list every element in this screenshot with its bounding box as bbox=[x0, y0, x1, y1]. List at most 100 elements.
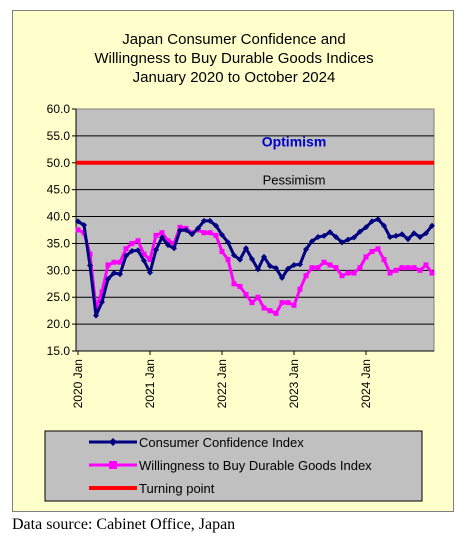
data-point-confidence bbox=[249, 256, 255, 263]
data-point-confidence bbox=[87, 262, 93, 269]
data-point-willingness bbox=[165, 238, 171, 244]
data-point-willingness bbox=[237, 283, 243, 289]
data-point-confidence bbox=[165, 242, 171, 249]
data-point-confidence bbox=[399, 231, 405, 238]
data-point-willingness bbox=[117, 259, 123, 265]
data-point-willingness bbox=[141, 251, 147, 257]
data-point-confidence bbox=[387, 233, 393, 240]
chart: Japan Consumer Confidence and Willingnes… bbox=[44, 31, 435, 502]
data-point-willingness bbox=[225, 257, 231, 263]
data-point-willingness bbox=[201, 230, 207, 236]
data-point-willingness bbox=[309, 265, 315, 271]
legend-label-confidence: Consumer Confidence Index bbox=[139, 435, 304, 450]
data-point-confidence bbox=[189, 231, 195, 238]
data-point-willingness bbox=[327, 262, 333, 268]
data-point-confidence bbox=[117, 271, 123, 278]
data-point-willingness bbox=[177, 224, 183, 230]
data-point-confidence bbox=[177, 227, 183, 234]
data-point-willingness bbox=[267, 308, 273, 314]
data-point-willingness bbox=[207, 230, 213, 236]
data-point-confidence bbox=[417, 233, 423, 240]
data-point-confidence bbox=[297, 261, 303, 268]
data-point-willingness bbox=[393, 267, 399, 273]
data-point-willingness bbox=[135, 238, 141, 244]
data-point-willingness bbox=[363, 254, 369, 260]
annotations: Optimism Pessimism bbox=[262, 134, 327, 188]
data-point-confidence bbox=[213, 222, 219, 229]
plot-area bbox=[75, 108, 435, 352]
data-point-willingness bbox=[405, 265, 411, 271]
data-point-willingness bbox=[231, 281, 237, 287]
y-tick-label: 45.0 bbox=[47, 183, 71, 197]
data-point-willingness bbox=[153, 232, 159, 238]
data-point-confidence bbox=[405, 236, 411, 243]
legend-label-turning: Turning point bbox=[139, 481, 215, 496]
data-point-confidence bbox=[429, 222, 435, 229]
data-point-willingness bbox=[369, 249, 375, 255]
data-point-confidence bbox=[207, 217, 213, 224]
data-point-confidence bbox=[183, 227, 189, 233]
data-point-confidence bbox=[243, 245, 249, 252]
data-point-willingness bbox=[423, 262, 429, 268]
chart-frame: Japan Consumer Confidence and Willingnes… bbox=[12, 10, 454, 512]
y-tick-label: 50.0 bbox=[47, 156, 71, 170]
data-point-willingness bbox=[297, 286, 303, 292]
data-point-confidence bbox=[393, 232, 399, 239]
data-point-willingness bbox=[375, 246, 381, 252]
data-point-confidence bbox=[339, 239, 345, 246]
data-point-willingness bbox=[387, 270, 393, 276]
data-point-confidence bbox=[159, 234, 165, 241]
data-point-confidence bbox=[423, 230, 429, 237]
data-point-confidence bbox=[255, 266, 261, 273]
y-tick-label: 20.0 bbox=[47, 317, 71, 331]
data-point-confidence bbox=[267, 263, 273, 270]
data-point-confidence bbox=[291, 261, 297, 268]
data-point-willingness bbox=[255, 294, 261, 300]
data-point-confidence bbox=[75, 218, 81, 225]
data-point-willingness bbox=[243, 292, 249, 298]
data-point-confidence bbox=[111, 270, 117, 277]
legend: Consumer Confidence Index Willingness to… bbox=[44, 430, 423, 502]
data-point-willingness bbox=[399, 265, 405, 271]
data-point-confidence bbox=[363, 224, 369, 231]
data-point-confidence bbox=[315, 233, 321, 240]
data-point-confidence bbox=[135, 247, 141, 254]
data-point-willingness bbox=[129, 240, 135, 246]
legend-marker-willingness bbox=[109, 461, 117, 469]
data-point-confidence bbox=[105, 275, 111, 282]
chart-title: Japan Consumer Confidence and Willingnes… bbox=[94, 31, 373, 86]
data-point-willingness bbox=[171, 240, 177, 246]
data-point-confidence bbox=[411, 230, 417, 237]
data-point-willingness bbox=[123, 246, 129, 252]
y-axis: 15.0 20.0 25.0 30.0 35.0 40.0 45.0 50.0 55.0 60.0 bbox=[47, 102, 77, 358]
x-tick-label: 2024 Jan bbox=[359, 359, 373, 408]
data-point-willingness bbox=[339, 273, 345, 279]
chart-title-line-1: Japan Consumer Confidence and bbox=[122, 31, 345, 48]
data-point-willingness bbox=[249, 300, 255, 306]
data-point-willingness bbox=[351, 270, 357, 276]
data-point-willingness bbox=[429, 270, 435, 276]
data-point-confidence bbox=[237, 256, 243, 263]
data-point-confidence bbox=[369, 218, 375, 225]
data-point-confidence bbox=[81, 222, 87, 229]
data-point-confidence bbox=[333, 233, 339, 240]
x-tick-label: 2022 Jan bbox=[215, 359, 229, 408]
data-point-confidence bbox=[171, 245, 177, 252]
data-point-willingness bbox=[159, 230, 165, 236]
data-point-confidence bbox=[375, 216, 381, 223]
y-tick-label: 35.0 bbox=[47, 236, 71, 250]
data-point-willingness bbox=[285, 300, 291, 306]
data-point-willingness bbox=[219, 249, 225, 255]
y-tick-label: 60.0 bbox=[47, 102, 71, 116]
data-point-confidence bbox=[147, 269, 153, 276]
y-tick-label: 40.0 bbox=[47, 210, 71, 224]
data-point-willingness bbox=[381, 257, 387, 263]
data-point-willingness bbox=[321, 259, 327, 265]
data-point-confidence bbox=[99, 299, 105, 306]
y-tick-label: 25.0 bbox=[47, 290, 71, 304]
data-point-confidence bbox=[327, 229, 333, 236]
data-point-willingness bbox=[75, 227, 81, 233]
data-point-willingness bbox=[273, 310, 279, 316]
data-point-willingness bbox=[291, 302, 297, 308]
source-note: Data source: Cabinet Office, Japan bbox=[12, 516, 236, 533]
